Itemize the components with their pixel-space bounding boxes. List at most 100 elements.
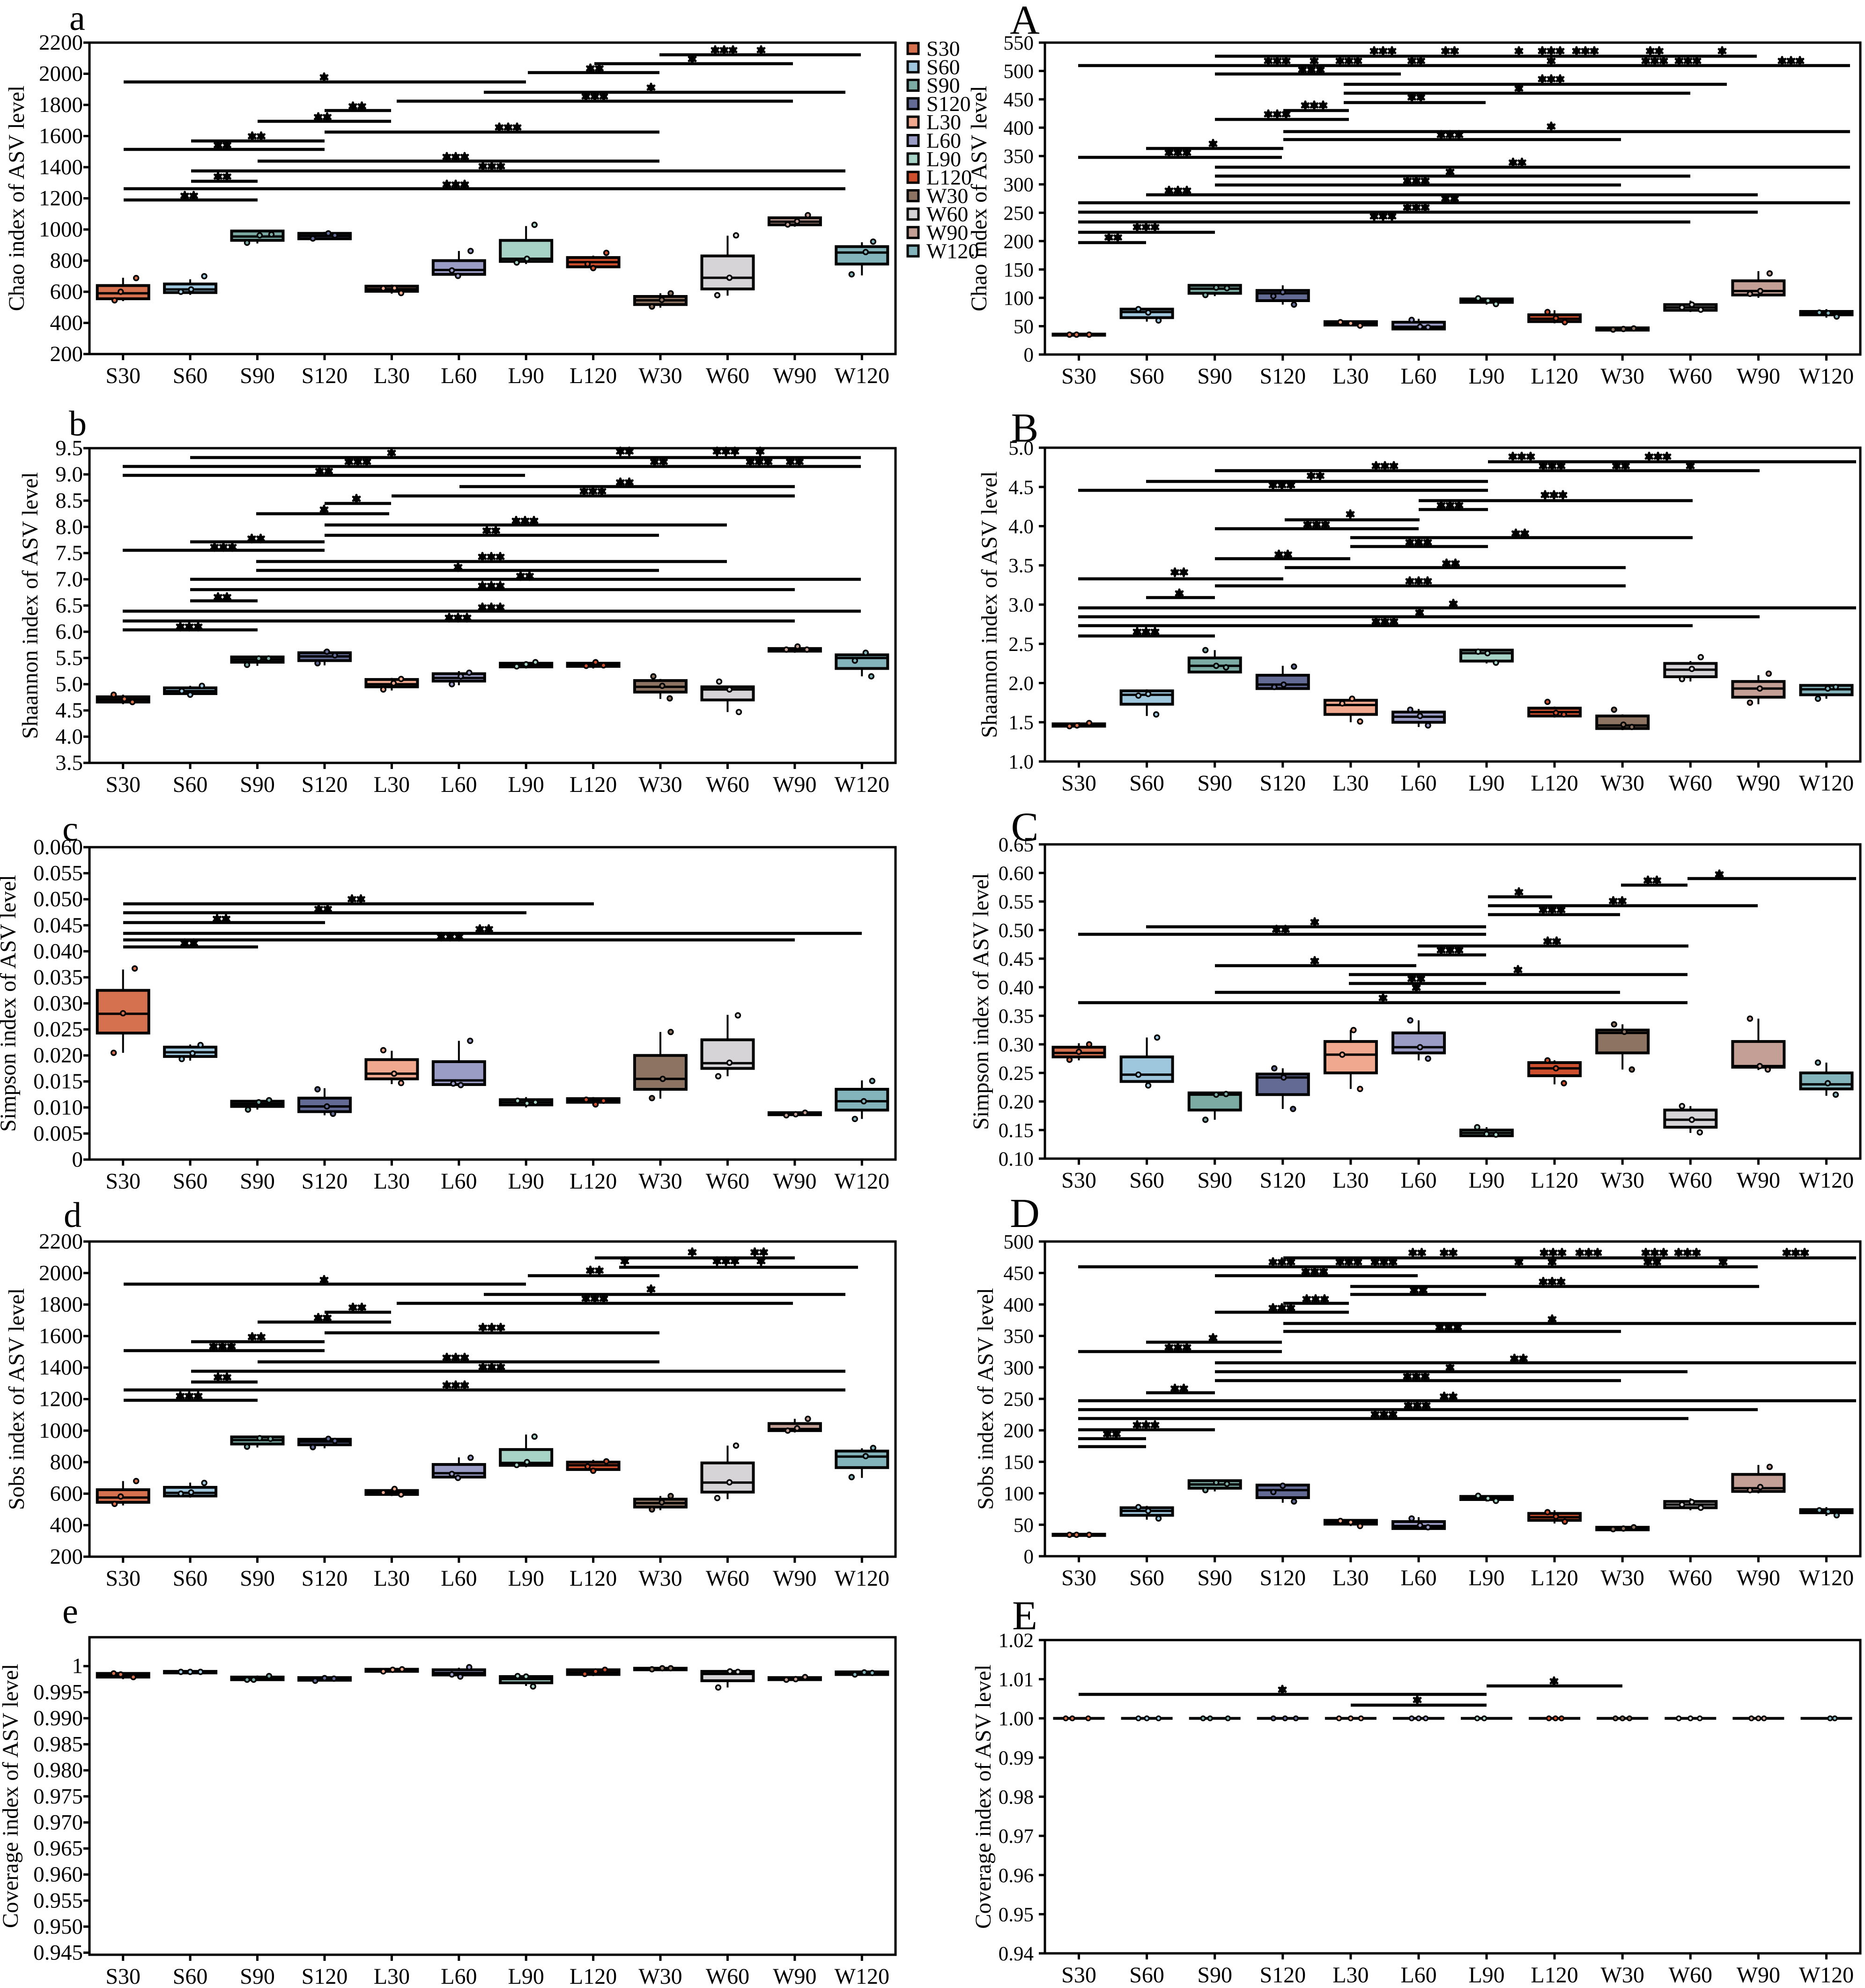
svg-text:W60: W60 [1669, 771, 1712, 796]
svg-text:Simpson index of ASV level: Simpson index of ASV level [969, 873, 993, 1130]
svg-text:0.96: 0.96 [999, 1865, 1034, 1887]
svg-text:1200: 1200 [39, 186, 83, 211]
svg-text:W30: W30 [638, 1566, 682, 1591]
svg-text:W60: W60 [1669, 1168, 1712, 1193]
svg-text:W30: W30 [926, 184, 968, 207]
svg-text:L120: L120 [926, 165, 972, 189]
svg-text:W30: W30 [1601, 1566, 1644, 1590]
svg-text:L30: L30 [374, 1169, 410, 1194]
svg-text:Coverage index of ASV level: Coverage index of ASV level [971, 1664, 996, 1929]
svg-text:400: 400 [1004, 118, 1034, 140]
svg-text:W30: W30 [638, 1169, 682, 1194]
svg-text:W90: W90 [926, 221, 968, 244]
svg-text:800: 800 [50, 249, 83, 273]
svg-text:Sobs index of ASV level: Sobs index of ASV level [4, 1288, 29, 1510]
svg-text:L120: L120 [1531, 364, 1578, 389]
svg-text:S90: S90 [240, 1169, 275, 1194]
svg-text:9.5: 9.5 [55, 436, 83, 460]
svg-text:1.02: 1.02 [999, 1630, 1034, 1652]
svg-text:S60: S60 [1129, 1168, 1164, 1193]
svg-text:L30: L30 [1332, 1963, 1369, 1988]
svg-text:L30: L30 [1332, 364, 1369, 389]
svg-text:0.98: 0.98 [999, 1787, 1034, 1809]
svg-text:L120: L120 [1531, 1566, 1578, 1590]
svg-text:800: 800 [50, 1450, 83, 1474]
svg-text:L60: L60 [441, 772, 477, 797]
svg-text:W120: W120 [1799, 1566, 1854, 1590]
svg-text:0.55: 0.55 [999, 891, 1034, 913]
svg-text:L30: L30 [374, 772, 410, 797]
svg-text:L90: L90 [508, 363, 544, 388]
svg-text:S30: S30 [1061, 364, 1096, 389]
svg-text:D: D [1010, 1191, 1040, 1236]
svg-text:1800: 1800 [39, 1293, 83, 1317]
svg-text:0.040: 0.040 [33, 939, 83, 963]
svg-text:L60: L60 [441, 1964, 477, 1988]
svg-text:L90: L90 [1468, 1566, 1504, 1590]
svg-text:B: B [1011, 406, 1039, 451]
svg-text:W60: W60 [706, 363, 749, 388]
svg-text:L120: L120 [570, 363, 617, 388]
svg-text:0.40: 0.40 [999, 977, 1034, 999]
svg-text:W90: W90 [1737, 1168, 1780, 1193]
svg-text:3.0: 3.0 [1008, 594, 1034, 616]
svg-text:L90: L90 [1468, 1168, 1504, 1193]
svg-text:0: 0 [72, 1147, 83, 1172]
svg-text:Coverage index of ASV level: Coverage index of ASV level [0, 1664, 23, 1928]
svg-text:W90: W90 [1737, 1566, 1780, 1590]
svg-text:1: 1 [72, 1654, 83, 1678]
svg-text:5.0: 5.0 [1008, 437, 1034, 459]
svg-text:W120: W120 [1799, 1963, 1854, 1988]
svg-text:W120: W120 [835, 1964, 889, 1988]
svg-text:S60: S60 [1129, 771, 1164, 796]
svg-text:S120: S120 [302, 363, 348, 388]
svg-text:W90: W90 [1737, 771, 1780, 796]
svg-text:L60: L60 [1400, 1566, 1436, 1590]
svg-text:200: 200 [1004, 231, 1034, 253]
svg-text:450: 450 [1004, 1263, 1034, 1285]
svg-text:150: 150 [1004, 1451, 1034, 1473]
svg-text:W30: W30 [1601, 1963, 1644, 1988]
svg-text:0.020: 0.020 [33, 1043, 83, 1068]
svg-text:W30: W30 [1601, 1168, 1644, 1193]
svg-text:0.050: 0.050 [33, 887, 83, 911]
svg-text:1.5: 1.5 [1008, 712, 1034, 734]
svg-text:200: 200 [50, 1545, 83, 1569]
svg-text:500: 500 [1004, 1231, 1034, 1253]
svg-text:S60: S60 [926, 55, 960, 79]
svg-text:5.5: 5.5 [55, 646, 83, 670]
svg-text:L60: L60 [441, 1566, 477, 1591]
svg-text:L90: L90 [508, 1964, 544, 1988]
svg-text:W120: W120 [835, 1169, 889, 1194]
svg-text:S60: S60 [173, 1566, 208, 1591]
svg-text:0.20: 0.20 [999, 1091, 1034, 1113]
svg-text:W30: W30 [638, 363, 682, 388]
svg-text:S90: S90 [926, 74, 960, 97]
svg-text:6.5: 6.5 [55, 593, 83, 618]
svg-text:Chao index of ASV level: Chao index of ASV level [4, 86, 29, 311]
svg-text:W90: W90 [773, 363, 816, 388]
svg-text:A: A [1010, 0, 1040, 43]
svg-text:E: E [1012, 1593, 1037, 1639]
svg-text:Chao index of ASV level: Chao index of ASV level [967, 86, 992, 311]
svg-text:5.0: 5.0 [55, 672, 83, 696]
svg-text:0.65: 0.65 [999, 834, 1034, 856]
svg-text:S60: S60 [1129, 1566, 1164, 1590]
svg-text:W120: W120 [1799, 771, 1854, 796]
svg-text:S60: S60 [173, 772, 208, 797]
svg-text:400: 400 [1004, 1294, 1034, 1316]
svg-text:L30: L30 [1332, 1168, 1369, 1193]
svg-text:L30: L30 [926, 110, 961, 134]
svg-text:S30: S30 [105, 363, 141, 388]
svg-text:L90: L90 [508, 1566, 544, 1591]
svg-text:d: d [64, 1196, 81, 1235]
svg-text:W120: W120 [835, 363, 889, 388]
svg-text:L30: L30 [374, 1964, 410, 1988]
svg-text:0.975: 0.975 [33, 1784, 83, 1809]
svg-text:S120: S120 [1259, 1566, 1306, 1590]
svg-text:S90: S90 [240, 363, 275, 388]
svg-text:W120: W120 [1799, 1168, 1854, 1193]
svg-text:7.5: 7.5 [55, 541, 83, 565]
svg-text:0.950: 0.950 [33, 1914, 83, 1939]
svg-text:S120: S120 [1259, 771, 1306, 796]
